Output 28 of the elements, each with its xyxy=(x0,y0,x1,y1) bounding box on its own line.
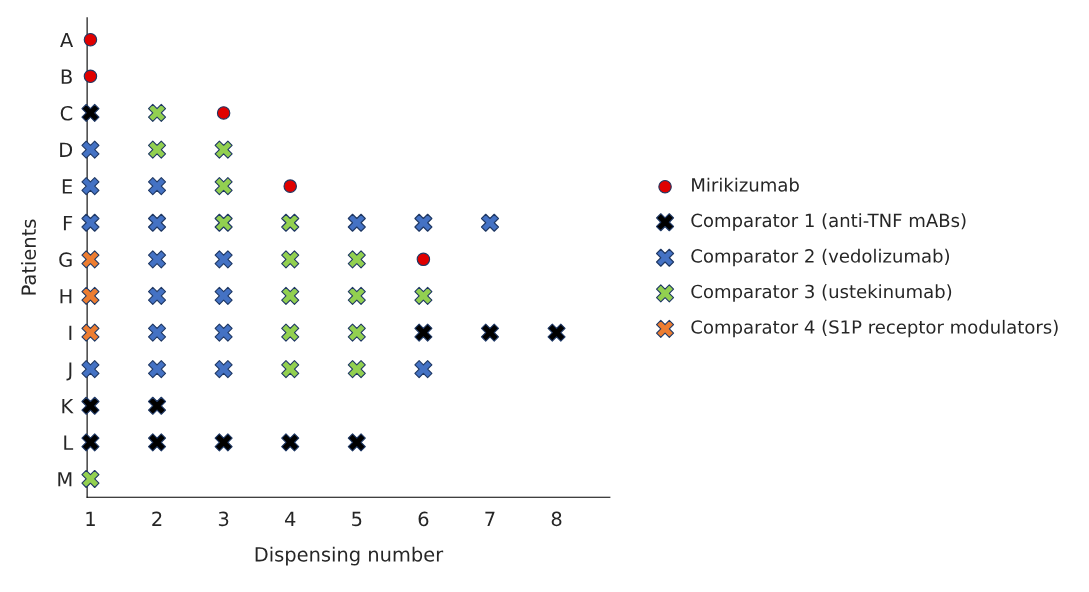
legend-label: Mirikizumab xyxy=(692,177,799,192)
y-tick-label: H xyxy=(60,289,72,304)
legend-label: Comparator 2 (vedolizumab) xyxy=(691,248,950,267)
legend-label: Comparator 4 (S1P receptor modulators) xyxy=(691,319,1058,338)
y-tick-label: K xyxy=(62,398,74,414)
x-tick-label: 8 xyxy=(551,511,562,527)
y-tick-label: D xyxy=(60,142,73,157)
y-tick-label: M xyxy=(58,472,72,487)
y-tick-label: E xyxy=(62,179,72,194)
x-tick-label: 2 xyxy=(152,511,162,526)
x-tick-label: 1 xyxy=(86,511,95,526)
x-tick-label: 5 xyxy=(352,511,362,527)
y-tick-label: G xyxy=(59,252,72,268)
x-tick-label: 3 xyxy=(218,511,229,527)
x-tick-label: 6 xyxy=(418,511,429,527)
y-tick-label: C xyxy=(60,105,73,121)
x-axis-title: Dispensing number xyxy=(255,546,444,566)
y-tick-label: J xyxy=(66,362,72,381)
y-tick-label: L xyxy=(64,435,74,450)
x-tick-label: 7 xyxy=(485,511,495,526)
y-axis-title: Patients xyxy=(20,219,37,295)
legend-label: Comparator 1 (anti-TNF mABs) xyxy=(691,213,966,231)
y-tick-label: A xyxy=(60,32,74,48)
legend-label: Comparator 3 (ustekinumab) xyxy=(691,284,952,302)
y-tick-label: I xyxy=(69,325,72,340)
y-tick-label: F xyxy=(63,215,73,231)
x-tick-label: 4 xyxy=(284,511,296,526)
y-tick-label: B xyxy=(61,69,72,84)
